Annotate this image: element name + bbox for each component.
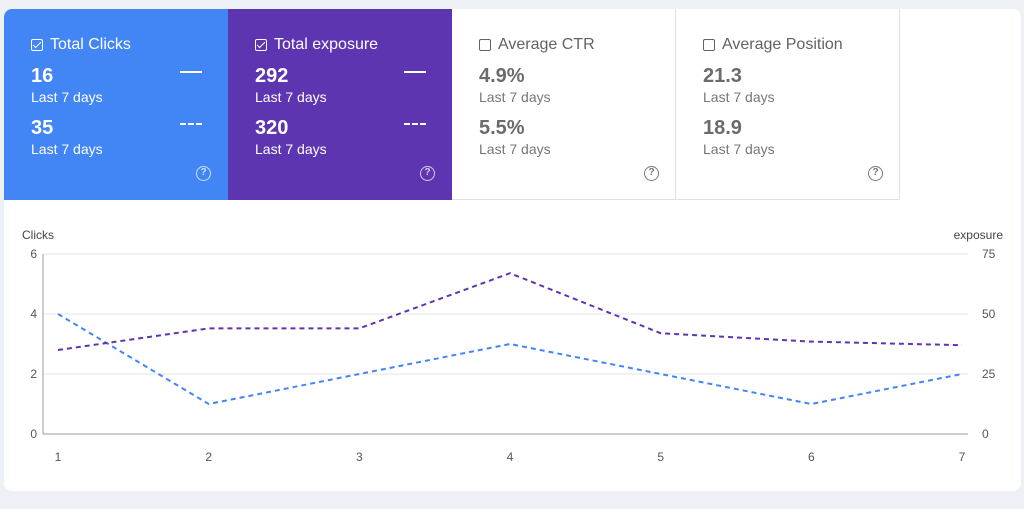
metric-value: 18.9 bbox=[703, 117, 742, 139]
card-title: Average Position bbox=[722, 36, 843, 53]
card-average-ctr[interactable]: Average CTR 4.9% Last 7 days 5.5% Last 7… bbox=[452, 9, 676, 200]
metric-previous: 18.9 Last 7 days bbox=[703, 117, 775, 157]
metric-value: 320 bbox=[255, 117, 289, 139]
metric-period: Last 7 days bbox=[31, 89, 103, 105]
help-icon[interactable]: ? bbox=[644, 166, 659, 181]
metric-period: Last 7 days bbox=[255, 89, 327, 105]
x-tick-label: 1 bbox=[55, 450, 62, 464]
metric-period: Last 7 days bbox=[255, 141, 327, 157]
card-header: Average Position bbox=[703, 36, 843, 54]
metric-value: 16 bbox=[31, 65, 54, 87]
checkbox-checked-icon[interactable] bbox=[31, 39, 43, 51]
card-title: Total exposure bbox=[274, 36, 379, 53]
x-tick-label: 3 bbox=[356, 450, 363, 464]
left-tick-label: 6 bbox=[30, 247, 37, 261]
dashed-line-legend-icon bbox=[180, 123, 202, 125]
dashboard-panel: Total Clicks 16 Last 7 days 35 Last 7 da… bbox=[4, 9, 1021, 491]
card-total-exposure[interactable]: Total exposure 292 Last 7 days 320 Last … bbox=[228, 9, 452, 200]
card-average-position[interactable]: Average Position 21.3 Last 7 days 18.9 L… bbox=[676, 9, 900, 200]
metric-period: Last 7 days bbox=[703, 141, 775, 157]
card-header: Total exposure bbox=[255, 36, 378, 54]
help-icon[interactable]: ? bbox=[196, 166, 211, 181]
x-tick-label: 4 bbox=[507, 450, 514, 464]
left-axis-title: Clicks bbox=[22, 228, 54, 242]
metric-value: 35 bbox=[31, 117, 54, 139]
metric-value: 292 bbox=[255, 65, 289, 87]
checkbox-unchecked-icon[interactable] bbox=[703, 39, 715, 51]
metric-previous: 35 Last 7 days bbox=[31, 117, 103, 157]
left-tick-label: 2 bbox=[30, 367, 37, 381]
card-total-clicks[interactable]: Total Clicks 16 Last 7 days 35 Last 7 da… bbox=[4, 9, 228, 200]
left-tick-label: 4 bbox=[30, 307, 37, 321]
x-tick-label: 2 bbox=[205, 450, 212, 464]
right-tick-label: 0 bbox=[982, 427, 989, 441]
metric-current: 21.3 Last 7 days bbox=[703, 65, 775, 105]
dashed-line-legend-icon bbox=[404, 123, 426, 125]
left-tick-label: 0 bbox=[30, 427, 37, 441]
help-icon[interactable]: ? bbox=[420, 166, 435, 181]
card-title: Average CTR bbox=[498, 36, 595, 53]
metric-period: Last 7 days bbox=[703, 89, 775, 105]
x-tick-label: 5 bbox=[657, 450, 664, 464]
clicks-series-line bbox=[57, 313, 963, 406]
metric-cards: Total Clicks 16 Last 7 days 35 Last 7 da… bbox=[4, 9, 902, 200]
right-tick-label: 50 bbox=[982, 307, 996, 321]
metric-period: Last 7 days bbox=[479, 89, 551, 105]
solid-line-legend-icon bbox=[180, 71, 202, 73]
metric-period: Last 7 days bbox=[31, 141, 103, 157]
right-tick-label: 25 bbox=[982, 367, 996, 381]
metric-value: 4.9% bbox=[479, 65, 525, 87]
metric-value: 5.5% bbox=[479, 117, 525, 139]
metric-current: 16 Last 7 days bbox=[31, 65, 103, 105]
metric-period: Last 7 days bbox=[479, 141, 551, 157]
right-axis-title: exposure bbox=[954, 228, 1004, 242]
card-header: Total Clicks bbox=[31, 36, 131, 54]
help-icon[interactable]: ? bbox=[868, 166, 883, 181]
card-header: Average CTR bbox=[479, 36, 595, 54]
exposure-series-line bbox=[57, 272, 963, 351]
metric-previous: 320 Last 7 days bbox=[255, 117, 327, 157]
metric-current: 4.9% Last 7 days bbox=[479, 65, 551, 105]
x-tick-label: 6 bbox=[808, 450, 815, 464]
card-title: Total Clicks bbox=[50, 36, 131, 53]
metric-value: 21.3 bbox=[703, 65, 742, 87]
metric-current: 292 Last 7 days bbox=[255, 65, 327, 105]
checkbox-unchecked-icon[interactable] bbox=[479, 39, 491, 51]
solid-line-legend-icon bbox=[404, 71, 426, 73]
right-tick-label: 75 bbox=[982, 247, 996, 261]
metric-previous: 5.5% Last 7 days bbox=[479, 117, 551, 157]
x-tick-label: 7 bbox=[959, 450, 966, 464]
checkbox-checked-icon[interactable] bbox=[255, 39, 267, 51]
